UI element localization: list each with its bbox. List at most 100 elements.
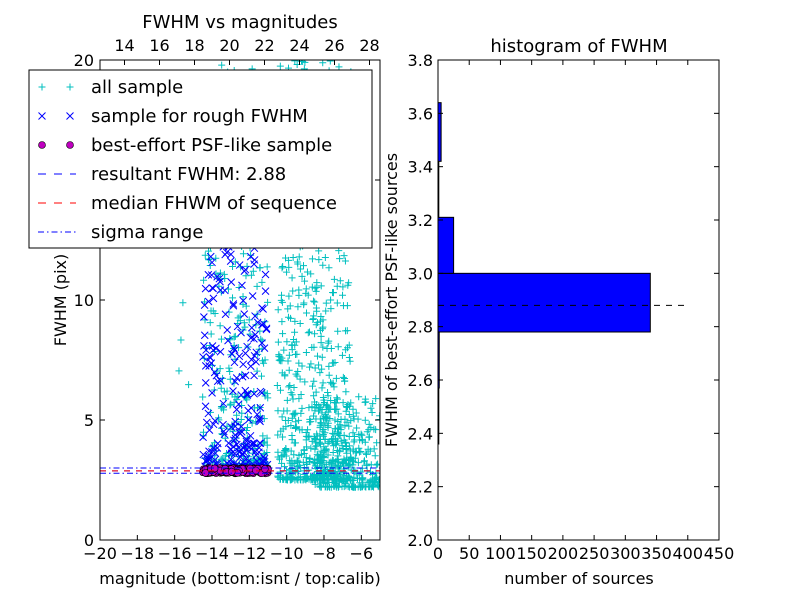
x-tick-label: −18 <box>120 544 154 563</box>
data-point <box>204 270 213 279</box>
data-point <box>350 458 358 466</box>
data-point <box>333 395 341 403</box>
data-point <box>291 468 299 476</box>
data-point <box>345 473 353 481</box>
data-point <box>302 348 310 356</box>
data-point <box>281 448 289 456</box>
data-point <box>285 256 293 264</box>
histogram-bar <box>437 272 651 333</box>
data-point <box>227 449 236 458</box>
data-point <box>339 399 347 407</box>
data-point <box>230 346 239 354</box>
data-point <box>221 310 230 319</box>
data-point <box>317 339 325 347</box>
data-point <box>175 367 183 375</box>
data-point <box>274 306 282 314</box>
data-point <box>276 386 284 394</box>
data-point <box>179 299 187 307</box>
data-point <box>322 447 330 455</box>
scatter-legend: all sample sample for rough FWHM best-effo… <box>28 69 373 249</box>
data-point <box>313 400 321 408</box>
data-point <box>309 297 317 305</box>
data-point <box>311 330 319 338</box>
data-point <box>230 344 238 353</box>
data-point <box>350 436 358 444</box>
data-point <box>311 435 319 443</box>
data-point <box>294 303 302 311</box>
data-point <box>292 423 300 431</box>
data-point <box>227 455 236 464</box>
data-point <box>343 402 351 410</box>
data-point <box>282 445 290 453</box>
data-point <box>223 387 231 395</box>
data-point <box>332 441 340 449</box>
data-point <box>253 410 262 419</box>
data-point <box>353 424 361 432</box>
data-point <box>218 61 226 69</box>
data-point <box>342 327 350 335</box>
data-point <box>258 339 266 347</box>
data-point <box>243 413 251 421</box>
histogram-ticks: 0 50 100 150 200 250 300 350 400 450 2.0 2.2 2.4 2.6 2… <box>408 51 735 563</box>
y-tick-label: 5 <box>84 411 94 430</box>
data-point <box>246 431 255 440</box>
data-point <box>325 438 333 446</box>
data-point <box>285 383 293 391</box>
data-point <box>246 362 255 371</box>
data-point <box>286 382 294 390</box>
data-point <box>206 262 214 270</box>
data-point <box>354 415 362 423</box>
data-point <box>229 387 237 395</box>
data-point <box>334 437 342 445</box>
data-point <box>350 476 358 484</box>
data-point <box>336 446 344 454</box>
data-point <box>201 379 210 387</box>
data-point <box>203 456 212 465</box>
data-point <box>318 384 326 392</box>
data-point <box>278 291 286 299</box>
data-point <box>319 474 327 482</box>
data-point <box>262 325 271 334</box>
data-point <box>285 366 293 374</box>
data-point <box>301 378 309 386</box>
data-point <box>256 327 264 335</box>
data-point <box>276 356 284 364</box>
data-point <box>313 352 321 360</box>
data-point <box>244 457 252 466</box>
data-point <box>288 391 296 399</box>
data-point <box>241 265 250 274</box>
data-point <box>232 405 241 414</box>
data-point <box>205 352 214 361</box>
data-point <box>353 475 361 483</box>
x-tick-label: 50 <box>459 544 479 563</box>
data-point <box>313 442 321 450</box>
data-point <box>293 456 301 464</box>
data-point <box>240 319 248 327</box>
data-point <box>321 413 329 421</box>
data-point <box>243 391 252 399</box>
data-point <box>339 291 347 299</box>
data-point <box>303 268 311 276</box>
data-point <box>311 364 319 372</box>
data-point <box>342 442 350 450</box>
data-point <box>307 418 315 426</box>
data-point <box>343 449 351 457</box>
scatter-ticks: −20−18−16−14−12−10−8−6051015201416182022… <box>74 36 380 563</box>
data-point <box>247 404 256 412</box>
data-point <box>370 483 378 491</box>
data-point <box>317 282 325 290</box>
data-point <box>209 294 218 303</box>
data-point <box>239 293 247 301</box>
data-point <box>250 351 259 360</box>
data-point <box>229 300 238 308</box>
data-point <box>322 299 330 307</box>
data-point <box>206 408 214 416</box>
histogram-axes: 0 50 100 150 200 250 300 350 400 450 2.0 2.2 2.4 2.6 2… <box>382 36 734 588</box>
data-point <box>316 483 324 491</box>
data-point <box>278 459 286 467</box>
data-point <box>319 343 327 351</box>
data-point <box>302 285 310 293</box>
data-point <box>323 345 331 353</box>
data-point <box>295 286 303 294</box>
data-point <box>204 452 213 461</box>
